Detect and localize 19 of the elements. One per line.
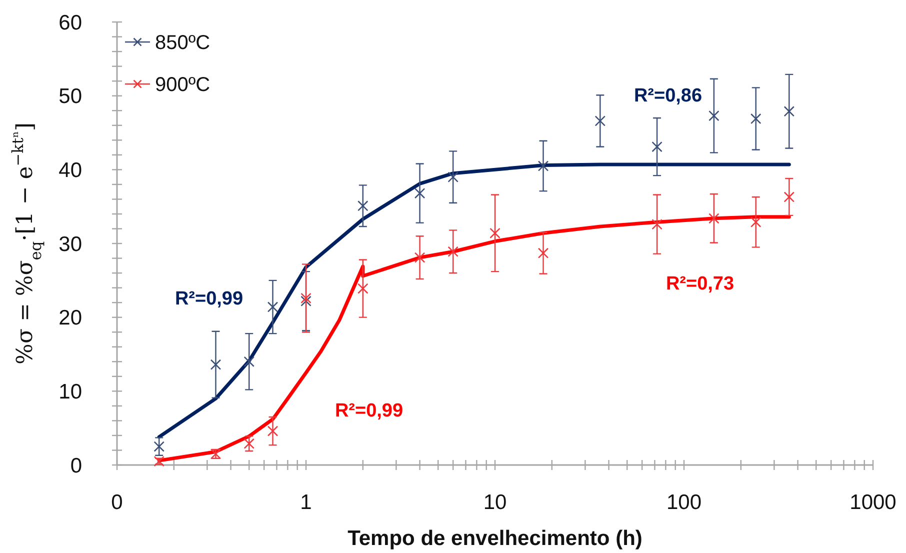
annotation: R²=0,99 bbox=[334, 400, 404, 422]
x-tick-label: 1000 bbox=[850, 491, 896, 514]
annotation: R²=0,86 bbox=[634, 86, 702, 107]
y-tick-label: 10 bbox=[58, 380, 82, 404]
y-tick-label: 50 bbox=[58, 85, 82, 108]
annotation: R²=0,99 bbox=[174, 288, 244, 310]
legend-label: 900ºC bbox=[155, 74, 210, 96]
x-tick-label: 100 bbox=[666, 491, 702, 514]
y-tick-label: 40 bbox=[58, 159, 82, 182]
y-tick-label: 0 bbox=[70, 454, 82, 478]
y-tick-label: 30 bbox=[58, 232, 82, 256]
legend-label: 850ºC bbox=[155, 32, 210, 54]
annotation: R²=0,73 bbox=[666, 274, 734, 295]
y-tick-label: 60 bbox=[58, 11, 82, 34]
x-tick-label: 1 bbox=[300, 491, 312, 514]
x-tick-label: 10 bbox=[483, 491, 507, 514]
x-axis-title: Tempo de envelhecimento (h) bbox=[348, 527, 642, 550]
x-tick-label: 0 bbox=[111, 491, 123, 514]
y-tick-label: 20 bbox=[58, 306, 82, 330]
